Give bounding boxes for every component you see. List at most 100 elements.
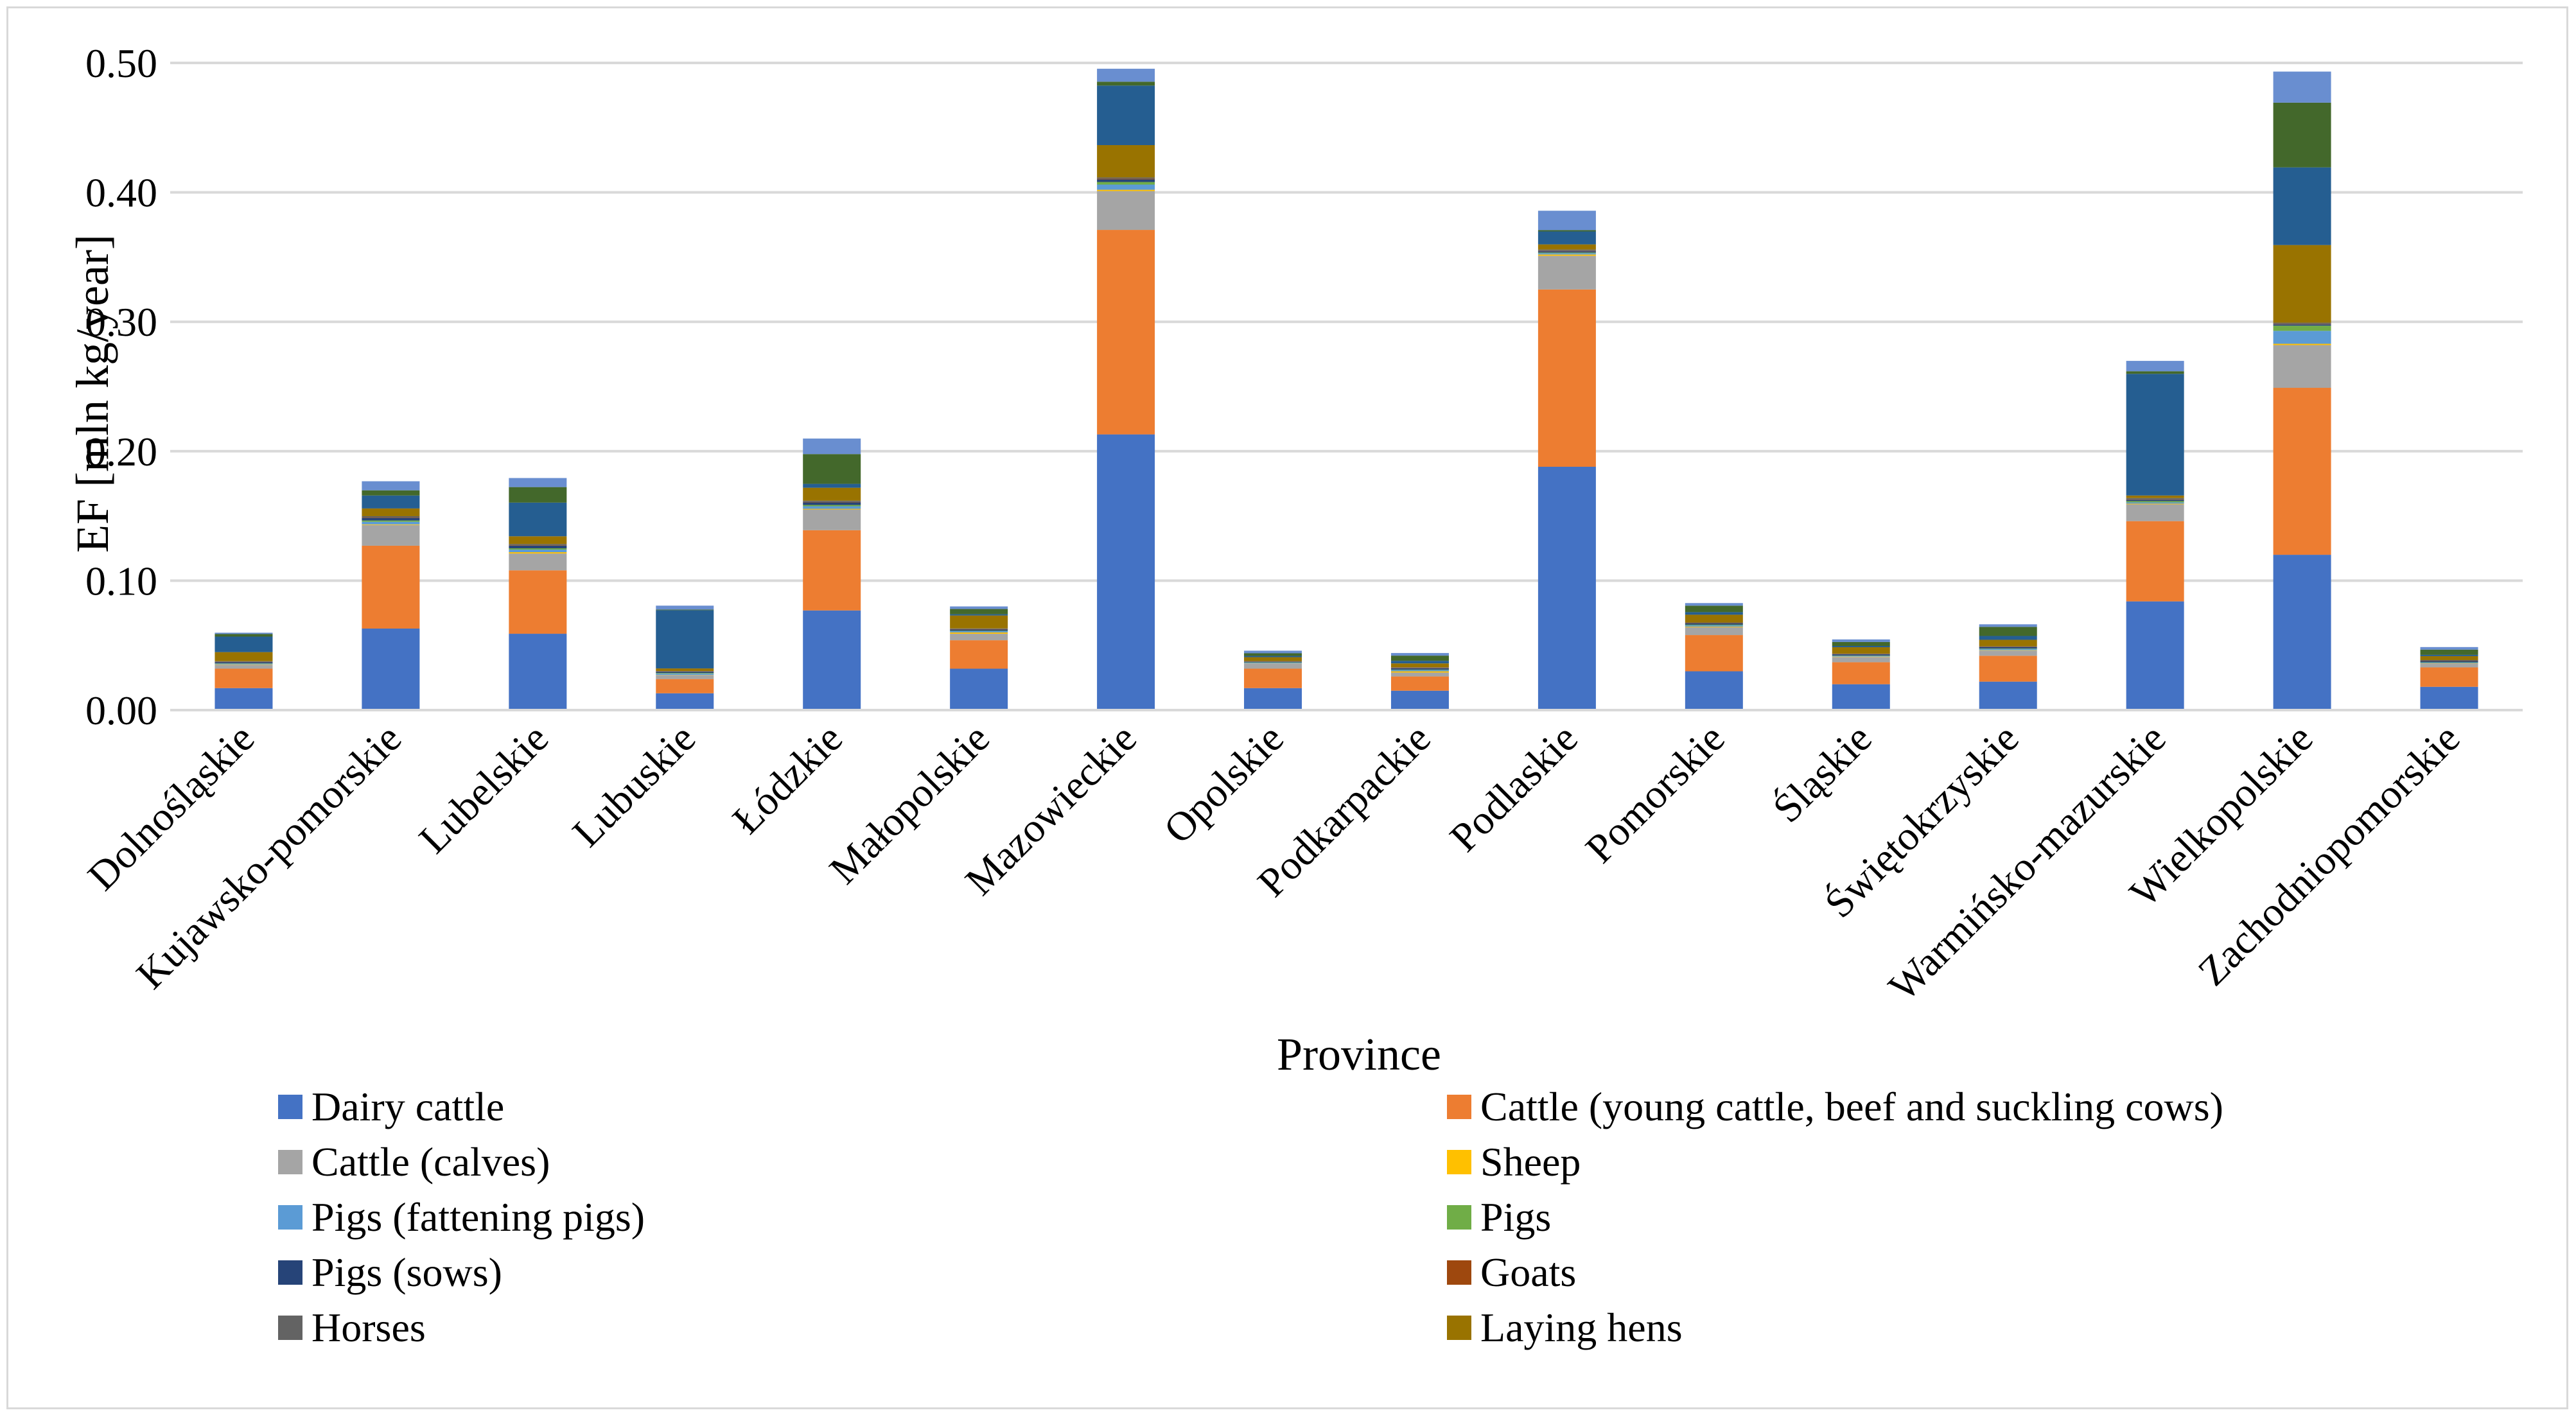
bar-segment	[1832, 656, 1890, 657]
bar-segment	[362, 545, 420, 629]
bar-segment	[2126, 371, 2184, 374]
x-tick-label: Śląskie	[1764, 715, 1880, 831]
bar-segment	[950, 632, 1008, 634]
bar-segment	[1097, 177, 1155, 179]
bar-segment	[803, 509, 861, 510]
bar-segment	[509, 553, 567, 571]
bar-segment	[362, 517, 420, 521]
bar-segment	[2420, 661, 2478, 663]
bar-segment	[215, 663, 273, 664]
x-tick-label: Kujawsko-pomorskie	[127, 715, 410, 998]
bar-segment	[950, 629, 1008, 630]
bar-segment	[2126, 504, 2184, 521]
bar-segment	[1832, 684, 1890, 710]
legend-swatch	[1447, 1095, 1471, 1119]
bar-segment	[1538, 211, 1596, 230]
bar-segment	[1244, 656, 1302, 657]
bar-segment	[656, 668, 714, 672]
bar-segment	[1097, 189, 1155, 191]
bar-segment	[656, 609, 714, 611]
bar-segment	[509, 545, 567, 548]
bar-segment	[1097, 82, 1155, 86]
bar-segment	[1390, 661, 1449, 664]
bar-segment	[2273, 343, 2331, 345]
bar-segment	[1979, 648, 2037, 650]
bar-segment	[509, 548, 567, 550]
bar-segment	[1390, 670, 1449, 672]
bar-segment	[1685, 603, 1743, 606]
legend-swatch	[278, 1095, 302, 1119]
bar-segment	[1538, 231, 1596, 245]
bar-segment	[2126, 498, 2184, 500]
bar-segment	[2420, 667, 2478, 687]
bar-segment	[803, 454, 861, 484]
bar-segment	[1832, 662, 1890, 684]
bar-segment	[2126, 374, 2184, 496]
bar-segment	[656, 674, 714, 675]
bar-segment	[1244, 657, 1302, 661]
y-axis-title: EF [mln kg/year]	[67, 234, 118, 553]
bar-segment	[2273, 324, 2331, 325]
bar-segment	[1244, 661, 1302, 663]
bar-segment	[1390, 656, 1449, 661]
bar-segment	[1979, 650, 2037, 656]
bar-segment	[656, 673, 714, 674]
bar-segment	[1979, 648, 2037, 649]
bar-segment	[1832, 647, 1890, 654]
y-tick-label: 0.00	[85, 688, 157, 733]
bar-segment	[215, 632, 273, 634]
bar-segment	[509, 544, 567, 546]
bar-segment	[2420, 663, 2478, 668]
legend-label: Horses	[311, 1305, 426, 1350]
bar-segment	[215, 663, 273, 665]
bar-segment	[1244, 661, 1302, 662]
bar-segment	[1979, 681, 2037, 710]
bar-segment	[803, 439, 861, 455]
bar-segment	[803, 530, 861, 611]
bar-segment	[656, 672, 714, 674]
bar-segment	[1685, 635, 1743, 672]
bar-segment	[1538, 256, 1596, 290]
stacked-bar-chart: 0.000.100.200.300.400.50DolnośląskieKuja…	[67, 40, 2523, 1350]
bar-segment	[509, 478, 567, 487]
legend-label: Sheep	[1480, 1139, 1581, 1185]
bar-segment	[215, 688, 273, 710]
bar-segment	[803, 509, 861, 530]
bar-segment	[2273, 555, 2331, 710]
bar-segment	[803, 610, 861, 710]
bar-segment	[1390, 653, 1449, 656]
bar-segment	[803, 487, 861, 501]
legend-swatch	[278, 1150, 302, 1174]
bar-segment	[215, 652, 273, 661]
bar-segment	[2126, 500, 2184, 501]
bar-segment	[1390, 672, 1449, 677]
legend-label: Pigs	[1480, 1194, 1551, 1240]
bar-segment	[509, 487, 567, 503]
bar-segment	[362, 481, 420, 491]
bar-segment	[1097, 69, 1155, 82]
bar-segment	[1538, 249, 1596, 251]
bar-segment	[1685, 614, 1743, 623]
bar-segment	[803, 506, 861, 509]
bar-segment	[950, 614, 1008, 616]
bar-segment	[1538, 251, 1596, 253]
bar-segment	[1832, 657, 1890, 663]
bar-segment	[2273, 322, 2331, 324]
bar-segment	[1244, 688, 1302, 710]
legend-swatch	[278, 1316, 302, 1340]
bar-segment	[1979, 624, 2037, 627]
bar-segment	[362, 517, 420, 518]
bar-segment	[2126, 502, 2184, 504]
bar-segment	[1097, 85, 1155, 146]
legend-label: Laying hens	[1480, 1305, 1683, 1350]
bar-segment	[1097, 230, 1155, 435]
x-tick-label: Pomorskie	[1577, 715, 1733, 872]
legend-swatch	[278, 1205, 302, 1230]
y-tick-label: 0.20	[85, 429, 157, 474]
legend-label: Pigs (sows)	[311, 1249, 502, 1295]
legend-label: Goats	[1480, 1249, 1576, 1295]
bar-segment	[509, 550, 567, 553]
bar-segment	[2273, 345, 2331, 388]
legend-swatch	[1447, 1260, 1471, 1285]
bar-segment	[2420, 649, 2478, 655]
